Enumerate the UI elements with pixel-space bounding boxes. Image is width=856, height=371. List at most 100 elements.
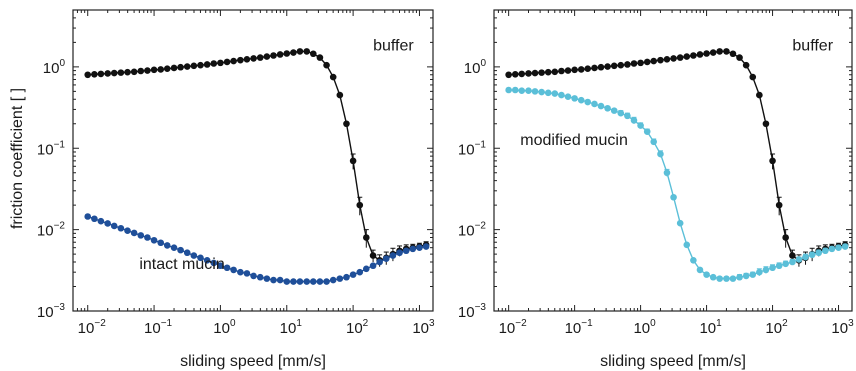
data-point bbox=[303, 48, 311, 55]
data-point bbox=[197, 61, 204, 69]
data-point bbox=[604, 104, 611, 112]
data-point bbox=[223, 58, 231, 66]
data-point bbox=[789, 252, 796, 259]
data-point bbox=[670, 193, 677, 201]
data-point bbox=[163, 242, 171, 249]
data-point bbox=[525, 87, 532, 94]
data-point bbox=[822, 247, 829, 255]
data-point bbox=[382, 255, 390, 262]
data-point bbox=[815, 249, 823, 257]
y-tick-label: 10−3 bbox=[37, 302, 66, 321]
data-point bbox=[329, 73, 337, 81]
data-point bbox=[775, 262, 783, 270]
data-point bbox=[690, 256, 697, 264]
data-point bbox=[422, 243, 430, 250]
data-point bbox=[137, 67, 145, 75]
data-point bbox=[217, 262, 224, 270]
data-point bbox=[709, 273, 717, 281]
data-point bbox=[190, 252, 198, 259]
data-point bbox=[624, 61, 631, 68]
data-point bbox=[323, 61, 330, 69]
data-point bbox=[683, 53, 691, 60]
data-point bbox=[97, 70, 105, 78]
annotation-1: buffer bbox=[792, 37, 833, 54]
data-point bbox=[729, 275, 737, 282]
data-point bbox=[610, 107, 618, 114]
data-point bbox=[505, 71, 512, 79]
data-point bbox=[356, 201, 364, 209]
data-point bbox=[775, 201, 783, 209]
data-point bbox=[703, 271, 710, 278]
data-point bbox=[349, 271, 357, 278]
data-point bbox=[749, 73, 757, 81]
data-point bbox=[296, 48, 304, 55]
data-point bbox=[263, 53, 271, 60]
y-tick-label: 10−1 bbox=[37, 139, 66, 158]
data-point bbox=[369, 262, 377, 270]
data-point bbox=[597, 63, 605, 71]
axis-ticks bbox=[72, 9, 433, 312]
data-point bbox=[144, 67, 151, 74]
data-point bbox=[177, 63, 184, 71]
data-point bbox=[203, 61, 211, 68]
data-point bbox=[290, 49, 297, 56]
data-point bbox=[828, 245, 836, 253]
data-point bbox=[531, 88, 539, 95]
x-tick-label: 100 bbox=[633, 318, 656, 337]
data-point bbox=[97, 217, 105, 225]
data-point bbox=[210, 60, 218, 67]
data-point bbox=[630, 60, 638, 67]
data-point bbox=[150, 236, 158, 244]
data-point bbox=[762, 266, 770, 274]
data-point bbox=[144, 234, 151, 241]
data-point bbox=[723, 275, 730, 282]
data-point bbox=[110, 222, 118, 230]
data-point bbox=[630, 117, 638, 124]
data-point bbox=[756, 91, 763, 99]
data-point bbox=[217, 59, 224, 67]
data-point bbox=[270, 276, 277, 284]
data-point bbox=[256, 273, 264, 281]
data-point bbox=[343, 120, 350, 128]
data-point bbox=[663, 55, 671, 63]
data-point bbox=[637, 122, 644, 129]
x-tick-label: 101 bbox=[699, 318, 722, 337]
data-point bbox=[696, 266, 704, 274]
data-point bbox=[538, 69, 545, 76]
data-point bbox=[544, 89, 552, 97]
data-point bbox=[624, 112, 631, 120]
data-point bbox=[729, 50, 737, 58]
data-point bbox=[283, 50, 291, 57]
y-tick-label: 10−2 bbox=[458, 221, 487, 240]
data-point bbox=[349, 157, 357, 165]
data-point bbox=[584, 98, 592, 106]
data-point bbox=[749, 271, 757, 278]
chart-panel-left: 10−2 10−1 100 101 102 103 10−3 10−2 10−1 100 slidi… bbox=[9, 9, 435, 370]
annotation-1: buffer bbox=[373, 37, 414, 54]
series-line bbox=[87, 50, 427, 262]
data-series-1 bbox=[84, 48, 430, 267]
data-point bbox=[396, 249, 403, 257]
chart-panel-right: 10−2 10−1 100 101 102 103 10−3 10−2 10−1 100 slidi… bbox=[458, 9, 854, 370]
data-point bbox=[531, 69, 539, 77]
data-point bbox=[124, 227, 131, 235]
data-point bbox=[243, 270, 251, 277]
data-point bbox=[336, 275, 344, 282]
x-tick-label: 102 bbox=[765, 318, 788, 337]
data-point bbox=[263, 275, 271, 282]
data-point bbox=[736, 54, 743, 61]
x-tick-label: 101 bbox=[280, 318, 303, 337]
data-point bbox=[309, 50, 317, 58]
data-point bbox=[683, 241, 691, 249]
data-point bbox=[716, 275, 723, 282]
data-point bbox=[637, 59, 644, 67]
data-point bbox=[742, 61, 750, 69]
data-point bbox=[505, 86, 512, 94]
data-point bbox=[657, 150, 664, 158]
data-point bbox=[558, 67, 565, 75]
data-point bbox=[518, 87, 526, 94]
data-point bbox=[130, 229, 138, 237]
data-point bbox=[769, 264, 776, 272]
y-tick-label: 100 bbox=[43, 58, 66, 77]
